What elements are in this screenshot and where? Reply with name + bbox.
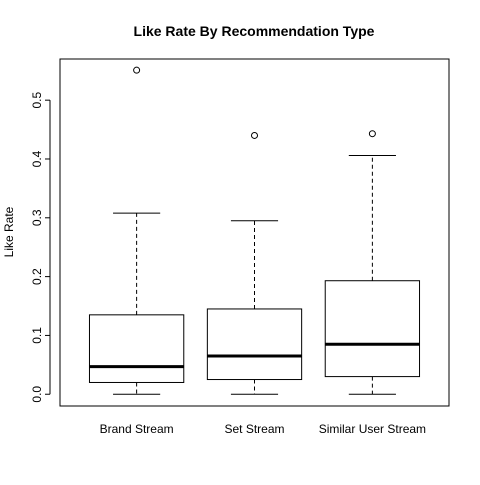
x-tick-label: Set Stream [224,422,284,436]
outlier-point [251,131,258,139]
iqr-box [206,308,303,381]
y-axis-label: Like Rate [2,206,16,257]
x-axis: Brand Stream Set Stream Similar User Strea… [100,422,426,436]
y-tick-label: 0.0 [30,386,44,403]
iqr-box [88,314,185,383]
y-tick-label: 0.5 [30,92,44,109]
y-tick-label: 0.3 [30,209,44,226]
y-tick-label: 0.1 [30,327,44,344]
box-set-stream [206,131,303,395]
box-brand-stream [88,66,185,395]
y-axis: 0.0 0.1 0.2 0.3 0.4 0.5 [30,92,51,403]
box-group [88,66,421,395]
plot-frame [59,58,450,407]
outlier-point [368,130,376,138]
outlier-point [133,66,141,74]
y-tick-label: 0.2 [30,268,44,285]
x-tick-label: Brand Stream [100,422,174,436]
x-tick-label: Similar User Stream [319,422,426,436]
iqr-box [324,280,421,378]
chart-title: Like Rate By Recommendation Type [134,23,375,39]
y-tick-label: 0.4 [30,150,44,167]
box-similar-user-stream [324,130,421,395]
